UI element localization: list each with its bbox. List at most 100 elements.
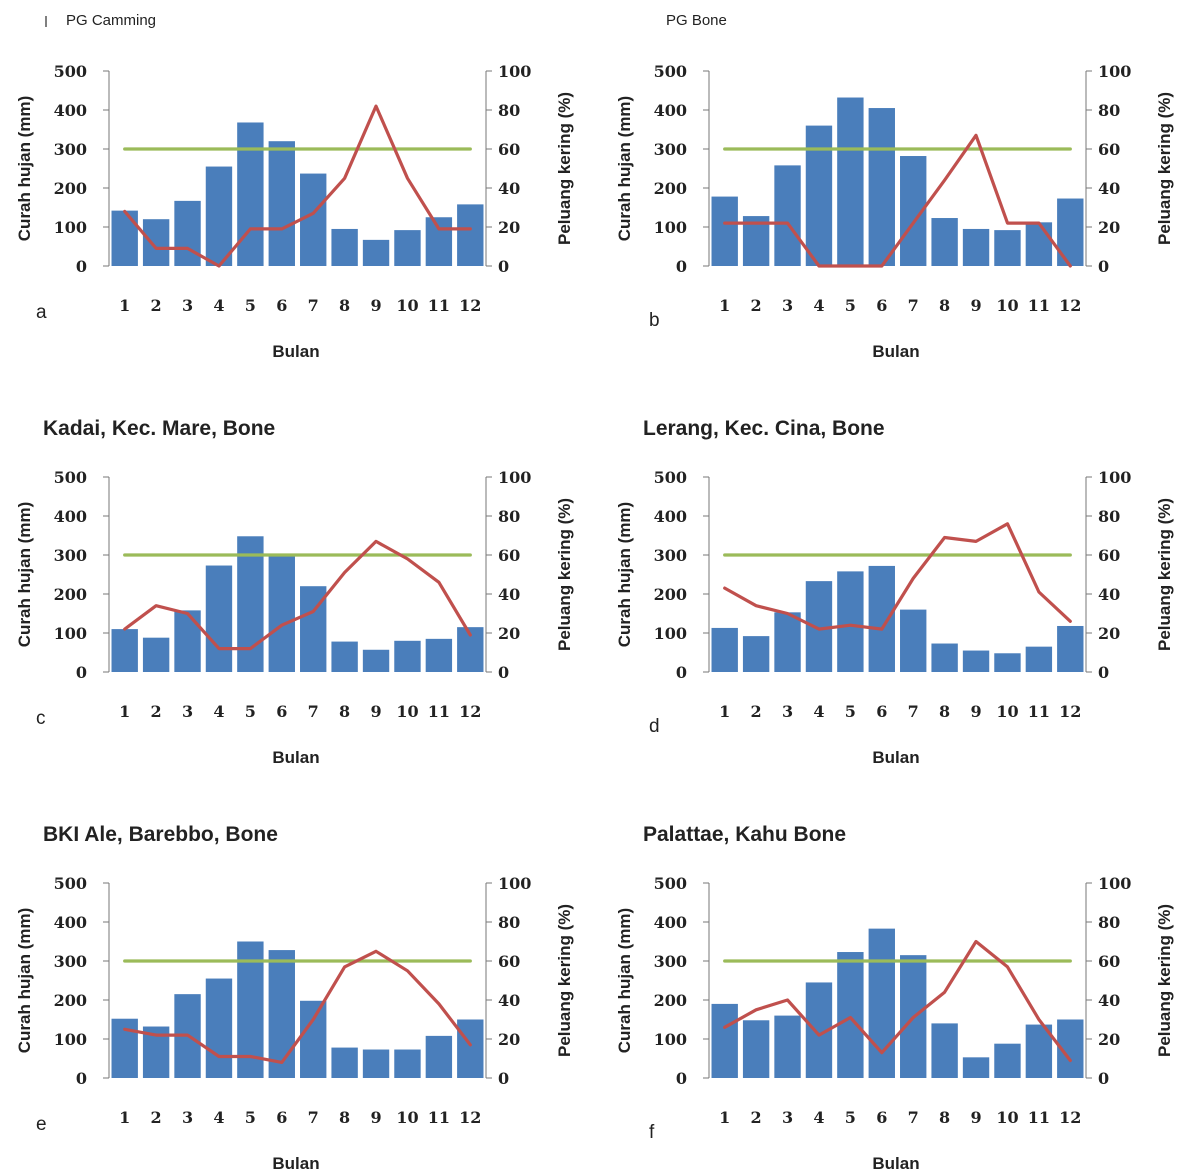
- x-tick-label: 2: [151, 702, 162, 721]
- y2-axis-title: Peluang kering (%): [555, 498, 574, 651]
- y2-tick-label: 80: [1098, 507, 1120, 526]
- x-tick-label: 3: [782, 1108, 793, 1127]
- x-tick-label: 3: [182, 1108, 193, 1127]
- bar: [174, 200, 201, 266]
- panel-letter: d: [649, 716, 660, 737]
- bar: [1057, 625, 1084, 672]
- y-tick-label: 300: [654, 952, 687, 971]
- bar: [994, 230, 1021, 266]
- y2-tick-label: 0: [1098, 257, 1109, 276]
- x-tick-label: 4: [213, 296, 224, 315]
- chart-title: BKI Ale, Barebbo, Bone: [43, 823, 278, 846]
- x-tick-label: 12: [459, 1108, 481, 1127]
- x-tick-label: 9: [970, 702, 981, 721]
- x-tick-label: 2: [751, 1108, 762, 1127]
- x-tick-label: 6: [276, 1108, 287, 1127]
- y-tick-label: 100: [54, 218, 87, 237]
- bar: [142, 637, 170, 672]
- bar: [268, 554, 295, 672]
- x-tick-label: 2: [751, 296, 762, 315]
- bar: [394, 1049, 421, 1078]
- x-tick-label: 11: [428, 1108, 450, 1127]
- x-tick-label: 1: [719, 1108, 730, 1127]
- y-tick-label: 0: [676, 257, 687, 276]
- series-line: [723, 939, 1072, 1063]
- x-tick-label: 1: [719, 296, 730, 315]
- x-tick-label: 2: [151, 1108, 162, 1127]
- bar: [742, 1020, 770, 1078]
- y2-axis-title: Peluang kering (%): [1155, 904, 1174, 1057]
- bar: [457, 1019, 484, 1078]
- x-tick-label: 7: [908, 1108, 919, 1127]
- y-axis-title: Curah hujan (mm): [15, 908, 34, 1053]
- y-tick-label: 400: [54, 507, 87, 526]
- y2-tick-label: 0: [1098, 1069, 1109, 1088]
- bar: [868, 108, 895, 266]
- bar: [711, 627, 738, 672]
- y-tick-label: 500: [654, 874, 687, 893]
- x-tick-label: 1: [119, 702, 130, 721]
- bar: [425, 638, 453, 672]
- y-axis-title: Curah hujan (mm): [15, 96, 34, 241]
- y2-tick-label: 40: [1098, 585, 1120, 604]
- y2-tick-label: 0: [498, 1069, 509, 1088]
- panel-letter: c: [36, 708, 46, 729]
- x-tick-label: 10: [396, 296, 418, 315]
- x-tick-label: 6: [876, 702, 887, 721]
- chart-panel-e: BKI Ale, Barebbo, Bone 0 100 200 300 400 500 0 2…: [15, 823, 574, 1173]
- series-line: [123, 949, 472, 1065]
- x-tick-label: 8: [339, 296, 350, 315]
- y2-tick-label: 100: [1098, 62, 1131, 81]
- x-axis-title: Bulan: [272, 748, 319, 767]
- x-tick-label: 10: [396, 1108, 418, 1127]
- x-tick-label: 7: [308, 702, 319, 721]
- chart-title: PG Camming: [66, 12, 156, 29]
- chart-panel-f: Palattae, Kahu Bone 0 100 200 300 400 500 0 20 40…: [615, 823, 1174, 1173]
- y2-tick-label: 20: [498, 218, 520, 237]
- y2-tick-label: 60: [498, 952, 520, 971]
- x-tick-label: 7: [308, 1108, 319, 1127]
- x-axis-title: Bulan: [872, 748, 919, 767]
- y-axis-title: Curah hujan (mm): [15, 502, 34, 647]
- x-tick-label: 12: [459, 702, 481, 721]
- bar: [300, 1000, 327, 1078]
- bar: [268, 141, 295, 266]
- bar: [931, 1023, 958, 1078]
- y2-tick-label: 100: [498, 468, 531, 487]
- y-tick-label: 300: [654, 140, 687, 159]
- y2-tick-label: 40: [1098, 991, 1120, 1010]
- y-tick-label: 400: [654, 101, 687, 120]
- x-tick-label: 9: [370, 702, 381, 721]
- y-tick-label: 0: [76, 663, 87, 682]
- bar: [931, 218, 958, 266]
- x-tick-label: 9: [370, 1108, 381, 1127]
- x-tick-label: 7: [308, 296, 319, 315]
- x-tick-label: 5: [245, 702, 256, 721]
- x-tick-label: 11: [1028, 702, 1050, 721]
- x-axis-title: Bulan: [272, 342, 319, 361]
- bar: [111, 629, 138, 672]
- y2-tick-label: 20: [498, 1030, 520, 1049]
- panel-letter: b: [649, 310, 660, 331]
- bar: [362, 239, 390, 266]
- x-tick-label: 3: [782, 296, 793, 315]
- x-tick-label: 4: [813, 702, 824, 721]
- bar: [174, 610, 201, 672]
- y2-tick-label: 100: [1098, 874, 1131, 893]
- bar: [1025, 646, 1053, 672]
- y-tick-label: 200: [54, 179, 87, 198]
- x-tick-label: 3: [182, 296, 193, 315]
- chart-title: Palattae, Kahu Bone: [643, 823, 846, 846]
- y2-tick-label: 20: [498, 624, 520, 643]
- bar: [331, 228, 358, 266]
- x-tick-label: 2: [151, 296, 162, 315]
- bar: [237, 122, 264, 266]
- x-tick-label: 1: [119, 296, 130, 315]
- panel-letter: a: [36, 302, 47, 323]
- bar: [111, 210, 138, 266]
- y2-axis-title: Peluang kering (%): [555, 92, 574, 245]
- y2-tick-label: 80: [1098, 101, 1120, 120]
- y-tick-label: 500: [54, 62, 87, 81]
- y-tick-label: 500: [654, 62, 687, 81]
